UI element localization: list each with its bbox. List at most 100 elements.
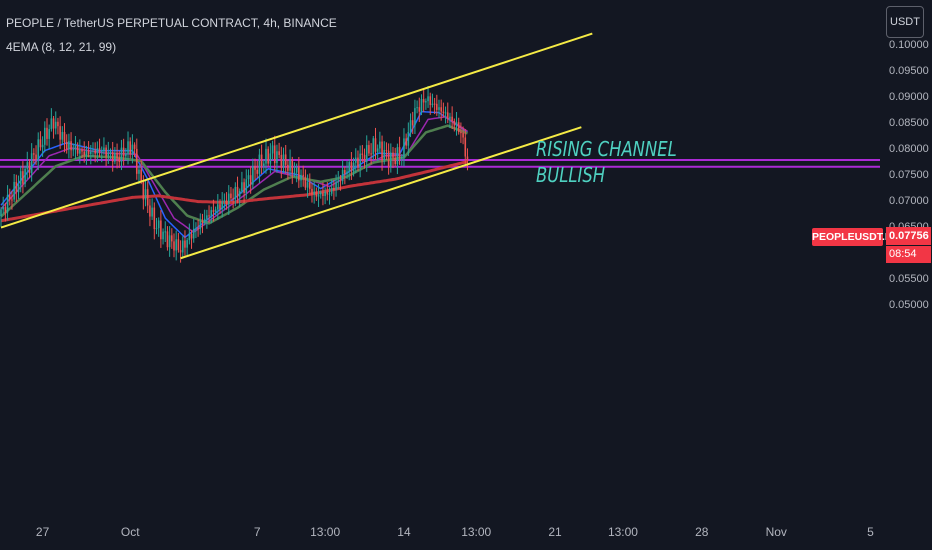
candle-body bbox=[256, 169, 259, 174]
candle-body bbox=[278, 151, 280, 155]
candle-body bbox=[153, 207, 156, 230]
candle bbox=[383, 141, 386, 165]
candle bbox=[72, 143, 75, 157]
candle-body bbox=[33, 153, 35, 155]
candle bbox=[201, 213, 204, 234]
candle-body bbox=[324, 191, 326, 197]
candle-body bbox=[241, 182, 243, 192]
candle-body bbox=[17, 184, 20, 193]
candle-body bbox=[414, 108, 416, 126]
time-axis[interactable]: 27 Oct 7 13:00 14 13:00 21 13:00 28 Nov 5 bbox=[0, 512, 880, 550]
candle bbox=[65, 134, 68, 154]
price-axis-bg bbox=[880, 0, 932, 550]
candle-body bbox=[227, 193, 230, 205]
indicator-legend[interactable]: 4EMA (8, 12, 21, 99) bbox=[6, 40, 117, 54]
candle-body bbox=[300, 174, 302, 181]
price-axis[interactable]: 0.10000 0.09500 0.09000 0.08500 0.08000 0.075… bbox=[880, 0, 932, 550]
candle bbox=[333, 180, 335, 200]
candle bbox=[289, 149, 291, 176]
time-tick-label: 13:00 bbox=[608, 525, 638, 539]
currency-button[interactable]: USDT bbox=[886, 6, 924, 38]
candle-body bbox=[396, 147, 399, 165]
candle bbox=[162, 228, 164, 245]
candle bbox=[311, 182, 313, 203]
candle-body bbox=[175, 239, 177, 251]
candle-body bbox=[197, 228, 199, 230]
candle bbox=[403, 128, 405, 167]
candle bbox=[89, 144, 92, 165]
candle bbox=[19, 165, 22, 193]
candle-body bbox=[460, 132, 462, 134]
candle-body bbox=[37, 139, 40, 160]
candle bbox=[138, 165, 140, 184]
candle-body bbox=[335, 181, 337, 190]
candle bbox=[313, 181, 315, 204]
candle-body bbox=[317, 194, 320, 197]
candle bbox=[280, 146, 283, 179]
candle-body bbox=[381, 141, 383, 161]
candle bbox=[436, 94, 438, 116]
annotation-rising-channel[interactable]: RISING CHANNEL bbox=[536, 137, 677, 161]
candle bbox=[107, 141, 110, 164]
candle-body bbox=[179, 250, 182, 253]
candle bbox=[184, 230, 186, 256]
candle-body bbox=[385, 150, 388, 152]
candle bbox=[330, 179, 333, 197]
candle bbox=[422, 88, 425, 113]
candle bbox=[127, 131, 129, 165]
candle-body bbox=[280, 154, 283, 168]
chart-title[interactable]: PEOPLE / TetherUS PERPETUAL CONTRACT, 4h… bbox=[6, 16, 337, 30]
candle bbox=[39, 131, 42, 151]
candle bbox=[234, 182, 237, 207]
price-tick-label: 0.09500 bbox=[889, 65, 929, 77]
candle bbox=[54, 111, 57, 135]
candle-body bbox=[39, 139, 42, 148]
candle-body bbox=[411, 120, 414, 126]
candle bbox=[442, 102, 445, 118]
candle bbox=[267, 146, 269, 167]
candle-body bbox=[333, 188, 335, 190]
candle bbox=[57, 117, 59, 135]
candle bbox=[282, 147, 285, 174]
candle bbox=[0, 207, 2, 227]
candle bbox=[418, 97, 421, 123]
candle-body bbox=[168, 235, 171, 248]
channel-upper bbox=[0, 32, 593, 229]
candle-body bbox=[289, 159, 291, 171]
candle-body bbox=[41, 144, 44, 148]
candle-body bbox=[26, 162, 29, 169]
candle bbox=[114, 147, 116, 165]
candle bbox=[407, 122, 410, 157]
candle-body bbox=[361, 153, 364, 155]
candle bbox=[258, 148, 261, 184]
candle-body bbox=[370, 153, 372, 155]
candle bbox=[348, 159, 351, 181]
candle bbox=[438, 99, 440, 119]
candle-body bbox=[210, 210, 213, 217]
candle-body bbox=[302, 174, 305, 177]
candle-body bbox=[83, 151, 86, 156]
candle-body bbox=[4, 207, 7, 213]
candle bbox=[409, 113, 412, 138]
candle-body bbox=[453, 120, 456, 126]
candle bbox=[221, 192, 223, 218]
candle bbox=[425, 98, 427, 110]
candle bbox=[17, 175, 20, 199]
candle bbox=[179, 240, 182, 263]
candle bbox=[8, 188, 11, 206]
candle bbox=[206, 209, 208, 229]
ema-line-ema-21 bbox=[0, 124, 468, 225]
annotation-bullish[interactable]: BULLISH bbox=[536, 163, 606, 187]
candle-body bbox=[354, 157, 357, 163]
candle bbox=[350, 152, 353, 180]
candle bbox=[195, 222, 197, 239]
candle bbox=[96, 141, 99, 163]
candle-body bbox=[65, 141, 68, 150]
candle bbox=[33, 148, 35, 164]
candle-body bbox=[420, 99, 423, 112]
candle-body bbox=[245, 179, 248, 193]
candle-body bbox=[98, 148, 101, 152]
candle bbox=[306, 174, 309, 198]
candle-body bbox=[151, 207, 153, 217]
